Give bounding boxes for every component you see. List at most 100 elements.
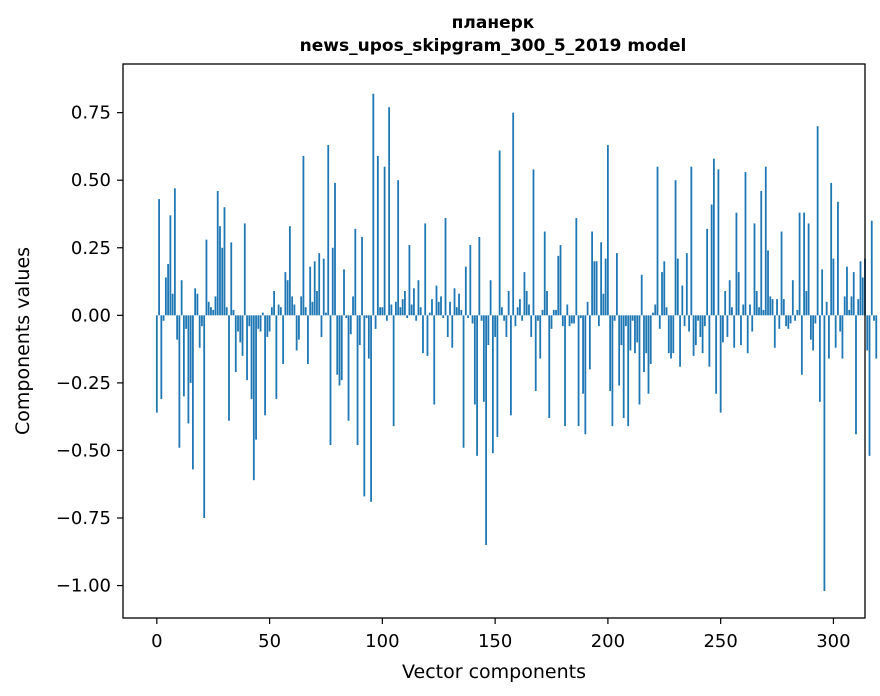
bar	[514, 315, 517, 327]
bar	[837, 201, 839, 316]
bar	[539, 315, 542, 359]
bar	[455, 307, 458, 316]
bar	[358, 315, 361, 346]
bar	[516, 307, 519, 316]
bar	[552, 309, 555, 316]
bar	[557, 255, 560, 316]
bar	[198, 315, 201, 348]
y-tick-label: 0.75	[71, 103, 111, 124]
bar	[401, 299, 404, 316]
bar	[293, 304, 296, 316]
bar	[352, 296, 354, 316]
bar	[419, 307, 422, 316]
bar	[196, 293, 199, 316]
bar	[521, 315, 524, 321]
bar	[327, 145, 330, 316]
bar	[579, 315, 582, 319]
bar	[494, 315, 497, 337]
bar	[223, 207, 226, 316]
bar	[334, 182, 336, 316]
y-tick-label: 0.00	[71, 305, 111, 326]
bar	[701, 315, 704, 354]
bar	[690, 166, 693, 316]
bar	[298, 315, 300, 340]
bar	[785, 315, 787, 327]
bar	[546, 291, 548, 316]
y-axis-ticks: 0.75 0.50 0.25 0.00 −0.25 −0.50 −0.75 −1.00	[56, 103, 123, 597]
bar	[189, 315, 192, 383]
y-tick-label: −0.50	[56, 440, 111, 461]
bar	[708, 315, 711, 367]
bar	[205, 239, 208, 316]
bar	[320, 315, 323, 337]
bar	[169, 215, 172, 316]
bar	[593, 261, 596, 316]
bar	[672, 315, 675, 354]
bar	[638, 315, 641, 405]
bar	[825, 301, 828, 316]
bar	[331, 247, 334, 316]
x-tick-label: 50	[258, 631, 281, 652]
bar	[284, 272, 287, 316]
bar	[746, 315, 749, 354]
bar	[640, 274, 643, 316]
x-tick-label: 100	[365, 631, 399, 652]
bar	[507, 291, 510, 316]
bar	[431, 299, 433, 316]
bar	[291, 296, 294, 316]
bar	[591, 231, 593, 316]
bar	[363, 315, 366, 497]
bar	[613, 315, 616, 321]
bar	[164, 277, 167, 316]
bar	[807, 223, 810, 316]
bar	[462, 315, 465, 448]
bar	[688, 315, 690, 332]
bar	[794, 315, 796, 321]
bar	[694, 315, 697, 346]
bar	[349, 315, 352, 335]
y-tick-label: −0.25	[56, 373, 111, 394]
bar	[273, 291, 275, 316]
bar	[158, 199, 160, 316]
bar	[737, 272, 740, 316]
bar	[178, 315, 181, 448]
bar	[428, 312, 431, 316]
bar	[192, 315, 194, 470]
bar	[453, 288, 456, 316]
y-tick-label: −0.75	[56, 508, 111, 529]
bar	[873, 315, 875, 321]
bar	[776, 299, 778, 316]
bar	[347, 315, 350, 421]
bar	[769, 296, 772, 316]
bar	[618, 315, 621, 386]
bar	[237, 315, 239, 332]
bar	[250, 315, 253, 400]
bar	[555, 309, 557, 316]
bar	[433, 315, 436, 405]
bar	[834, 315, 837, 348]
bar	[586, 301, 589, 316]
bar	[390, 304, 393, 316]
bar	[406, 315, 409, 319]
bar	[370, 315, 372, 502]
bar	[627, 315, 630, 427]
bar	[814, 315, 817, 324]
bar	[654, 304, 657, 316]
bar	[225, 307, 228, 316]
x-tick-label: 250	[703, 631, 737, 652]
bar	[588, 315, 591, 370]
bar	[532, 169, 535, 316]
bar	[683, 315, 686, 327]
bar	[503, 315, 506, 321]
bar	[295, 315, 298, 351]
bar	[394, 301, 397, 316]
bar	[340, 315, 343, 381]
bar	[243, 223, 246, 316]
bar	[661, 272, 663, 316]
bar	[796, 309, 799, 316]
bar	[595, 261, 598, 316]
bar	[573, 315, 575, 324]
bar	[597, 315, 600, 327]
bar	[764, 166, 767, 316]
